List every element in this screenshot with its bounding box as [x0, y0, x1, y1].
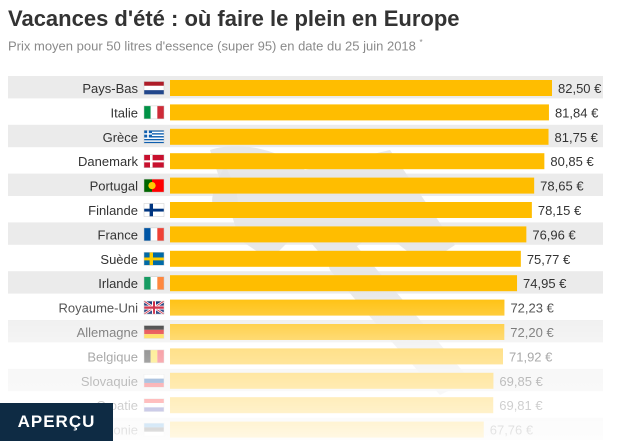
flag-hr-icon	[143, 398, 165, 412]
value-label: 67,76 €	[490, 423, 534, 438]
subtitle-text: Prix moyen pour 50 litres d'essence (sup…	[8, 38, 416, 54]
flag-de-icon	[143, 325, 165, 339]
category-label: Royaume-Uni	[59, 301, 139, 316]
subtitle-footnote-mark: *	[419, 38, 423, 47]
flag-it-icon	[143, 105, 165, 120]
value-label: 74,95 €	[523, 276, 567, 291]
category-label: Belgique	[87, 349, 138, 364]
bar-ee	[170, 421, 484, 438]
flag-gr-icon	[143, 130, 165, 144]
category-label: Italie	[111, 105, 138, 120]
bar-gr	[170, 128, 549, 145]
category-label: Allemagne	[77, 325, 138, 340]
bar-fi	[170, 202, 532, 218]
flag-be-icon	[143, 349, 165, 364]
chart-title: Vacances d'été : où faire le plein en Eu…	[8, 6, 460, 31]
flag-nl-icon	[143, 81, 165, 95]
flag-sk-icon	[143, 374, 165, 388]
category-label: Danemark	[78, 154, 138, 169]
value-label: 69,85 €	[499, 374, 543, 389]
flag-se-icon	[143, 252, 165, 266]
value-label: 82,50 €	[558, 81, 602, 96]
category-label: Grèce	[103, 130, 138, 145]
flag-ie-icon	[143, 276, 165, 290]
bar-hr	[170, 397, 494, 414]
apercu-badge[interactable]: APERÇU	[0, 403, 113, 441]
value-label: 78,65 €	[540, 179, 584, 194]
bar-ie	[170, 275, 518, 292]
bar-nl	[170, 80, 552, 96]
bar-fr	[170, 226, 527, 243]
category-label: Portugal	[90, 179, 139, 194]
flag-pt-icon	[143, 178, 165, 193]
category-label: Finlande	[88, 203, 138, 218]
category-label: Irlande	[98, 276, 138, 291]
category-label: Suède	[100, 252, 138, 267]
bar-pt	[170, 177, 535, 194]
bar-de	[170, 324, 505, 340]
value-label: 81,84 €	[555, 105, 599, 120]
value-label: 71,92 €	[509, 349, 553, 364]
bar-dk	[170, 153, 545, 170]
flag-ee-icon	[143, 422, 165, 437]
bar-it	[170, 104, 549, 121]
value-label: 72,20 €	[510, 325, 554, 340]
flag-gb-icon	[143, 300, 165, 316]
flag-fi-icon	[143, 203, 165, 217]
bar-sk	[170, 372, 494, 389]
category-label: Slovaquie	[81, 374, 138, 389]
chart-subtitle: Prix moyen pour 50 litres d'essence (sup…	[8, 38, 423, 53]
value-label: 69,81 €	[499, 398, 543, 413]
value-label: 75,77 €	[527, 252, 571, 267]
category-label: Pays-Bas	[82, 81, 138, 96]
category-label: France	[98, 227, 138, 242]
value-label: 76,96 €	[532, 227, 576, 242]
value-label: 78,15 €	[538, 203, 582, 218]
flags	[143, 81, 165, 437]
bar-gb	[170, 299, 505, 316]
flag-dk-icon	[143, 154, 165, 168]
flag-fr-icon	[143, 227, 165, 242]
value-label: 81,75 €	[555, 130, 599, 145]
bar-se	[170, 250, 521, 267]
value-label: 80,85 €	[550, 154, 594, 169]
value-label: 72,23 €	[510, 301, 554, 316]
bar-be	[170, 348, 504, 365]
